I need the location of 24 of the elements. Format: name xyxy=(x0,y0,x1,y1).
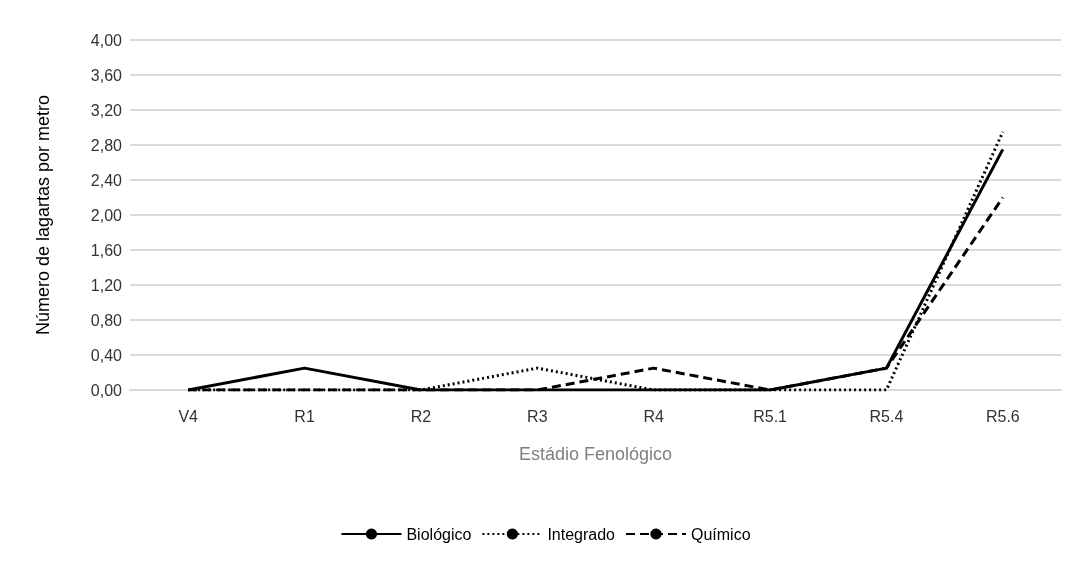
x-tick-label: V4 xyxy=(178,407,199,425)
x-tick-label: R5.4 xyxy=(869,407,904,425)
y-tick-label: 1,60 xyxy=(90,241,123,259)
y-tick-label: 0,00 xyxy=(90,381,123,399)
x-tick-label: R5.6 xyxy=(985,407,1020,425)
y-tick-label: 4,00 xyxy=(90,31,123,49)
y-tick-label: 3,20 xyxy=(90,101,123,119)
y-tick-label: 3,60 xyxy=(90,66,123,84)
y-tick-label: 2,00 xyxy=(90,206,123,224)
legend-label: Integrado xyxy=(547,525,616,543)
y-tick-label: 0,80 xyxy=(90,311,123,329)
y-axis-title: Número de lagartas por metro xyxy=(33,94,53,336)
y-tick-label: 1,20 xyxy=(90,276,123,294)
x-tick-label: R2 xyxy=(410,407,432,425)
y-tick-label: 2,80 xyxy=(90,136,123,154)
x-tick-label: R4 xyxy=(643,407,665,425)
y-tick-label: 2,40 xyxy=(90,171,123,189)
x-tick-label: R3 xyxy=(527,407,548,425)
y-tick-label: 0,40 xyxy=(90,346,123,364)
x-tick-label: R5.1 xyxy=(753,407,788,425)
legend-label: Biológico xyxy=(406,525,472,543)
legend-label: Químico xyxy=(690,525,751,543)
x-tick-label: R1 xyxy=(294,407,315,425)
x-axis-title: Estádio Fenológico xyxy=(518,444,673,464)
